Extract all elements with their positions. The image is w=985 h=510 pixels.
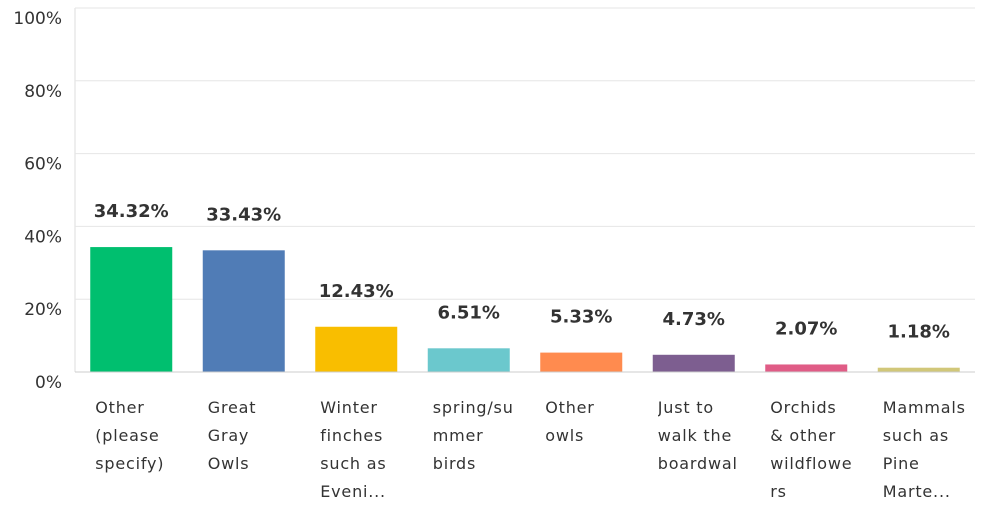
y-tick-label: 20% (24, 300, 62, 320)
bar (652, 354, 735, 372)
x-tick-label: Other (please specify) (95, 398, 165, 473)
bar (540, 352, 623, 372)
value-label: 34.32% (94, 201, 169, 222)
bar (315, 326, 398, 372)
bar (90, 247, 173, 372)
y-tick-label: 80% (24, 82, 62, 102)
x-tick-label: Great Gray Owls (207, 398, 257, 473)
chart: 0% 20% 40% 60% 80% 100% 34.32% 33.43% 12.43% 6.51… (13, 7, 975, 393)
value-label: 2.07% (775, 318, 837, 339)
x-tick-label: Just to walk the boardwal (657, 398, 738, 473)
bar (877, 367, 960, 372)
x-tick-label: Orchids & other wildflowers (770, 398, 853, 501)
bar (427, 348, 510, 372)
bar (202, 250, 285, 372)
value-label: 12.43% (319, 281, 394, 302)
x-tick-label: Winter finches such as Eveni... (320, 398, 387, 501)
x-tick-label: Mammals such as Pine Marte... (882, 398, 966, 501)
y-tick-label: 60% (24, 155, 62, 175)
y-tick-label: 100% (13, 9, 62, 29)
value-label: 1.18% (888, 322, 950, 343)
x-tick-label: Other owls (545, 398, 595, 445)
y-tick-label: 40% (24, 227, 62, 247)
x-tick-label: spring/summer birds (432, 398, 514, 473)
y-tick-label: 0% (35, 373, 62, 393)
bar (765, 364, 848, 372)
value-label: 5.33% (550, 307, 612, 328)
value-label: 33.43% (206, 204, 281, 225)
value-label: 6.51% (438, 302, 500, 323)
value-label: 4.73% (663, 309, 725, 330)
